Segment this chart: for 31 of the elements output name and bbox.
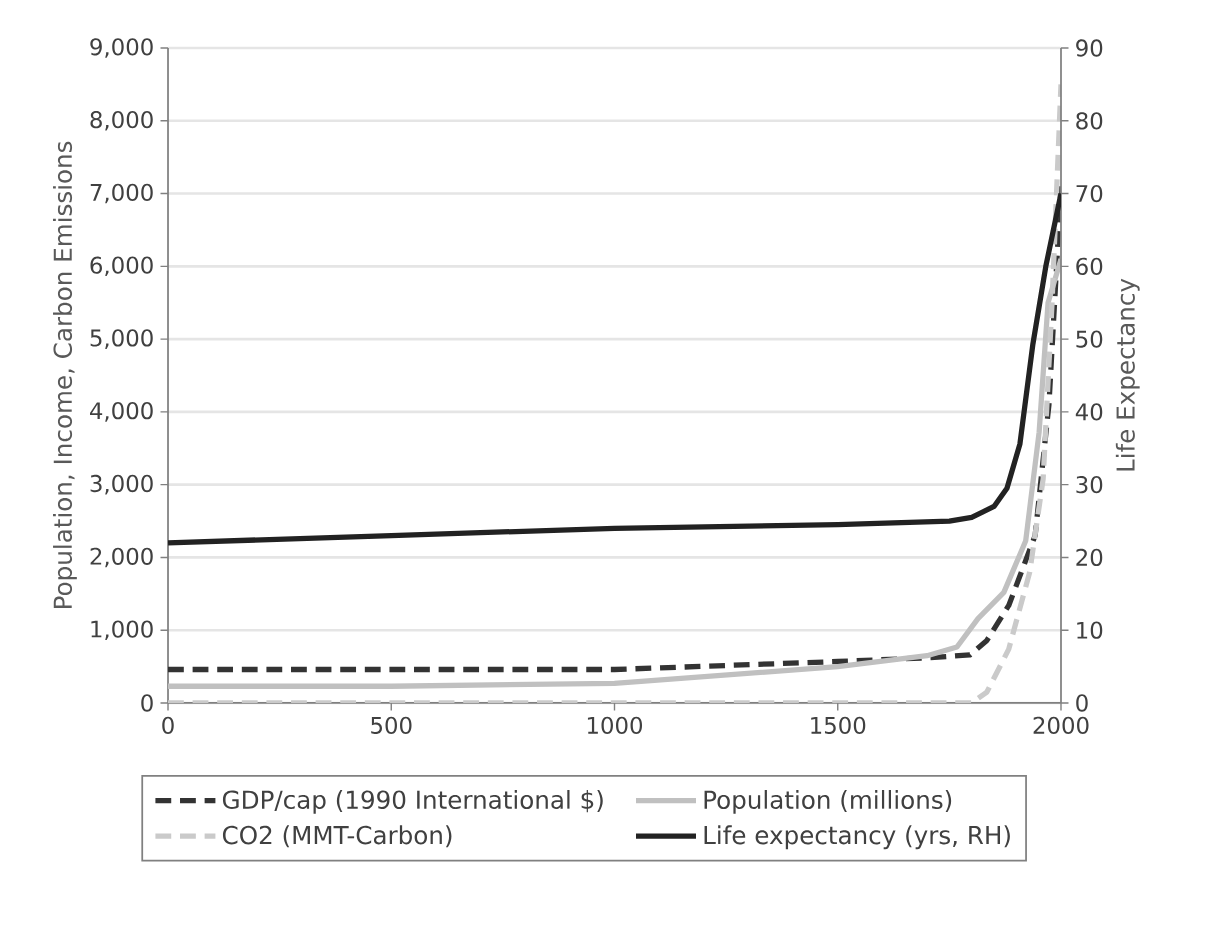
y2-tick-label: 20 (1076, 548, 1103, 567)
y2-tick-label: 60 (1076, 257, 1103, 275)
y-tick-label: 7,000 (90, 183, 153, 204)
legend-label: Population (millions) (704, 789, 952, 814)
y-tick-label: 1,000 (91, 620, 153, 641)
legend-label: CO2 (MMT-Carbon) (222, 825, 452, 848)
x-tick-label: 1000 (587, 716, 643, 734)
y2-tick-label: 30 (1076, 476, 1103, 494)
y-tick-label: 3,000 (90, 474, 153, 495)
y2-tick-label: 90 (1076, 39, 1103, 57)
x-tick-label: 1500 (811, 716, 866, 734)
x-tick-label: 0 (162, 716, 174, 734)
y-tick-label: 4,000 (90, 402, 153, 422)
y-axis-title: Population, Income, Carbon Emissions (53, 141, 77, 608)
y2-tick-label: 40 (1075, 403, 1103, 421)
y2-tick-label: 10 (1077, 621, 1103, 639)
legend-label: Life expectancy (yrs, RH) (704, 825, 1010, 850)
x-tick-label: 500 (371, 716, 412, 734)
y2-axis-title: Life Expectancy (1115, 278, 1140, 471)
y2-tick-label: 50 (1076, 330, 1103, 348)
y-tick-label: 2,000 (90, 547, 153, 568)
y-tick-label: 6,000 (90, 256, 153, 277)
y-tick-label: 8,000 (90, 110, 153, 131)
y2-tick-label: 70 (1076, 184, 1103, 203)
x-tick-label: 2000 (1033, 716, 1089, 734)
y-tick-label: 0 (141, 694, 153, 712)
y2-tick-label: 80 (1076, 112, 1103, 130)
legend-label: GDP/cap (1990 International $) (222, 789, 603, 814)
y2-tick-label: 0 (1076, 694, 1088, 712)
y-tick-label: 9,000 (90, 38, 153, 58)
y-tick-label: 5,000 (90, 329, 153, 349)
